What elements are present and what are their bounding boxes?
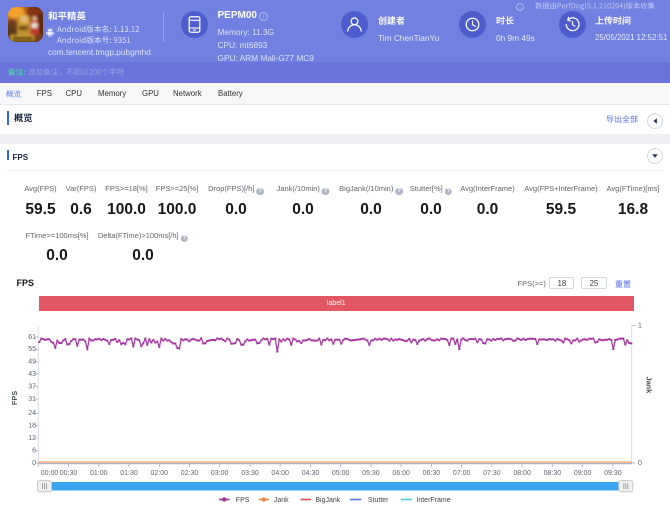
svg-text:01:30: 01:30 xyxy=(120,470,138,477)
svg-text:03:30: 03:30 xyxy=(241,470,259,477)
svg-text:08:30: 08:30 xyxy=(544,470,562,477)
svg-text:61: 61 xyxy=(28,334,36,341)
svg-text:02:00: 02:00 xyxy=(151,470,169,477)
svg-text:0: 0 xyxy=(638,460,642,467)
svg-text:07:00: 07:00 xyxy=(453,470,471,477)
svg-text:BigJank: BigJank xyxy=(315,497,340,504)
svg-text:43: 43 xyxy=(28,371,36,378)
svg-text:Stutter: Stutter xyxy=(368,497,389,504)
svg-text:01:00: 01:00 xyxy=(90,470,108,477)
svg-text:00:30: 00:30 xyxy=(60,470,78,477)
svg-text:i: i xyxy=(263,13,265,20)
svg-text:6: 6 xyxy=(32,447,36,454)
svg-text:24: 24 xyxy=(28,410,36,417)
svg-text:Jank: Jank xyxy=(274,497,289,504)
svg-text:07:30: 07:30 xyxy=(483,470,501,477)
svg-text:InterFrame: InterFrame xyxy=(416,497,450,504)
svg-text:FPS: FPS xyxy=(10,391,19,405)
svg-text:31: 31 xyxy=(28,396,36,403)
svg-text:04:00: 04:00 xyxy=(271,470,289,477)
svg-text:55: 55 xyxy=(28,346,36,353)
svg-text:04:30: 04:30 xyxy=(302,470,320,477)
svg-text:37: 37 xyxy=(28,383,36,390)
svg-text:0: 0 xyxy=(32,460,36,467)
svg-text:06:00: 06:00 xyxy=(392,470,410,477)
svg-text:03:00: 03:00 xyxy=(211,470,229,477)
svg-text:12: 12 xyxy=(28,435,36,442)
svg-text:FPS: FPS xyxy=(236,497,250,504)
svg-text:18: 18 xyxy=(28,423,36,430)
svg-text:i: i xyxy=(519,5,521,11)
svg-text:02:30: 02:30 xyxy=(181,470,199,477)
svg-text:05:30: 05:30 xyxy=(362,470,380,477)
svg-text:09:30: 09:30 xyxy=(604,470,622,477)
svg-text:49: 49 xyxy=(28,359,36,366)
svg-text:09:00: 09:00 xyxy=(574,470,592,477)
svg-text:1: 1 xyxy=(638,323,642,330)
svg-text:00:00: 00:00 xyxy=(41,470,59,477)
svg-text:05:00: 05:00 xyxy=(332,470,350,477)
svg-text:06:30: 06:30 xyxy=(423,470,441,477)
svg-text:Jank: Jank xyxy=(645,377,654,395)
svg-text:08:00: 08:00 xyxy=(513,470,531,477)
